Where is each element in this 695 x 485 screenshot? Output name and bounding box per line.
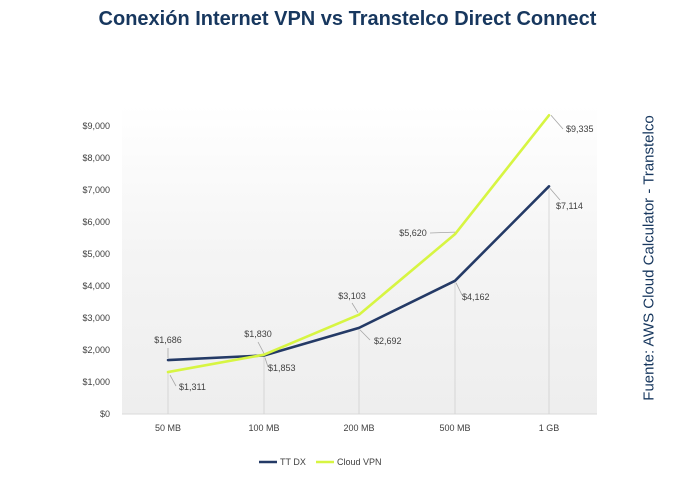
y-tick-label: $4,000 [82, 281, 110, 291]
leader-line [351, 302, 359, 313]
data-label: $1,853 [268, 363, 296, 373]
data-label: $1,830 [244, 329, 272, 339]
y-tick-label: $1,000 [82, 377, 110, 387]
data-label: $2,692 [374, 336, 402, 346]
chart-title: Conexión Internet VPN vs Transtelco Dire… [98, 8, 597, 30]
y-tick-label: $7,000 [82, 185, 110, 195]
leader-line [169, 374, 177, 387]
y-tick-label: $2,000 [82, 345, 110, 355]
data-label: $1,686 [154, 335, 182, 345]
leader-line [549, 188, 561, 201]
series-line-ttdx [166, 185, 551, 362]
leader-line [455, 282, 463, 296]
leader-line [257, 341, 265, 354]
x-tick-label: 100 MB [248, 423, 279, 433]
data-label: $3,103 [338, 291, 366, 301]
x-tick-label: 200 MB [343, 423, 374, 433]
legend-label: TT DX [280, 457, 306, 467]
data-label: $5,620 [399, 228, 427, 238]
x-tick-label: 1 GB [539, 423, 560, 433]
y-tick-label: $3,000 [82, 313, 110, 323]
leader-line [429, 231, 456, 234]
y-tick-label: $5,000 [82, 249, 110, 259]
data-label: $7,114 [556, 201, 583, 211]
source-note: Fuente: AWS Cloud Calculator - Transtelc… [640, 115, 658, 401]
leader-line [359, 329, 371, 341]
leader-line [264, 357, 269, 368]
leader-line [550, 115, 564, 130]
data-label: $9,335 [566, 124, 594, 134]
y-tick-label: $0 [100, 409, 110, 419]
series-line-cloudvpn [166, 113, 551, 374]
legend-label: Cloud VPN [337, 457, 382, 467]
x-tick-label: 500 MB [439, 423, 470, 433]
data-label: $4,162 [462, 292, 490, 302]
y-tick-label: $9,000 [82, 121, 110, 131]
y-tick-label: $8,000 [82, 153, 110, 163]
x-tick-label: 50 MB [155, 423, 181, 433]
y-tick-label: $6,000 [82, 217, 110, 227]
data-label: $1,311 [179, 382, 206, 392]
